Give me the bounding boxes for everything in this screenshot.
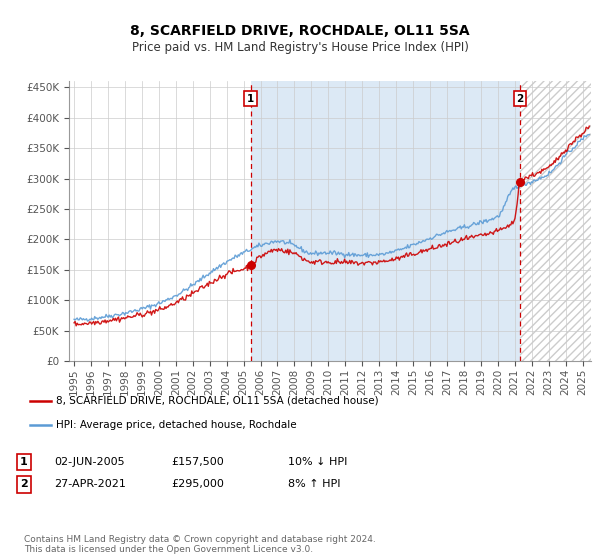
Text: 2: 2 — [517, 94, 524, 104]
Text: 8, SCARFIELD DRIVE, ROCHDALE, OL11 5SA: 8, SCARFIELD DRIVE, ROCHDALE, OL11 5SA — [130, 24, 470, 38]
Bar — [520, 81, 591, 361]
Text: 1: 1 — [20, 457, 28, 467]
Text: 1: 1 — [247, 94, 254, 104]
Text: £295,000: £295,000 — [171, 479, 224, 489]
Bar — [520, 81, 591, 361]
Text: 02-JUN-2005: 02-JUN-2005 — [54, 457, 125, 467]
Text: Contains HM Land Registry data © Crown copyright and database right 2024.
This d: Contains HM Land Registry data © Crown c… — [24, 535, 376, 554]
Text: 8% ↑ HPI: 8% ↑ HPI — [288, 479, 341, 489]
Text: £157,500: £157,500 — [171, 457, 224, 467]
Text: 10% ↓ HPI: 10% ↓ HPI — [288, 457, 347, 467]
Text: HPI: Average price, detached house, Rochdale: HPI: Average price, detached house, Roch… — [56, 420, 296, 430]
Text: Price paid vs. HM Land Registry's House Price Index (HPI): Price paid vs. HM Land Registry's House … — [131, 41, 469, 54]
Text: 27-APR-2021: 27-APR-2021 — [54, 479, 126, 489]
Bar — [251, 81, 520, 361]
Text: 2: 2 — [20, 479, 28, 489]
Text: 8, SCARFIELD DRIVE, ROCHDALE, OL11 5SA (detached house): 8, SCARFIELD DRIVE, ROCHDALE, OL11 5SA (… — [56, 396, 378, 406]
